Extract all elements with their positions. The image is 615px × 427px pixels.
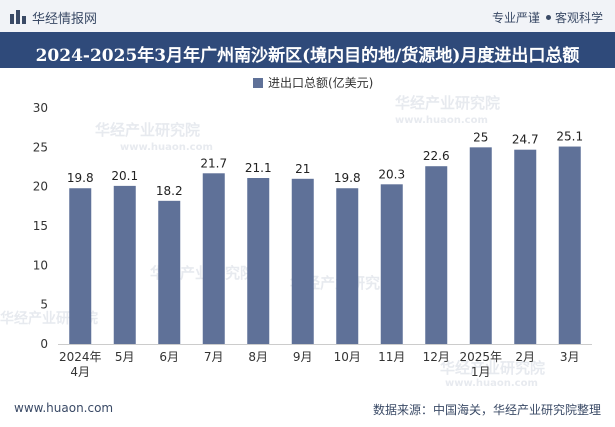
header-bar: 华经情报网 专业严谨 客观科学 xyxy=(0,0,615,32)
tagline: 专业严谨 客观科学 xyxy=(492,9,603,26)
x-tick-label: 4月 xyxy=(70,365,90,379)
bar-value-label: 21.7 xyxy=(200,156,227,170)
bar-value-label: 25 xyxy=(473,130,488,144)
bar-value-label: 25.1 xyxy=(556,130,583,144)
watermark-url: www.huaon.com xyxy=(395,115,488,126)
footer-source: 数据来源：中国海关，华经产业研究院整理 xyxy=(372,403,601,417)
x-tick-label: 12月 xyxy=(423,350,450,364)
y-tick-label: 15 xyxy=(33,219,48,233)
watermark-text: 华经产业研究院 xyxy=(395,94,500,112)
x-tick-label: 6月 xyxy=(159,350,179,364)
bar xyxy=(558,146,581,344)
bar-chart: 华经产业研究院华经产业研究院华经产业研究院华经产业研究院华经产业研究院华经产业研… xyxy=(0,75,592,389)
x-tick-label: 2024年 xyxy=(59,350,102,364)
bar-value-label: 22.6 xyxy=(423,149,450,163)
bar xyxy=(247,178,270,344)
bar xyxy=(202,173,225,344)
x-tick-label: 5月 xyxy=(115,350,135,364)
title-bar xyxy=(0,32,615,68)
separator-dot-icon xyxy=(545,15,551,20)
x-tick-label: 2025年 xyxy=(459,350,502,364)
x-tick-label: 10月 xyxy=(334,350,361,364)
bar-value-label: 20.3 xyxy=(378,167,405,181)
brand-logo-icon xyxy=(10,10,26,24)
bar xyxy=(113,185,136,344)
watermark-url: www.huaon.com xyxy=(120,142,213,153)
watermark-text: 华经产业研究院 xyxy=(440,359,545,377)
x-tick-label: 1月 xyxy=(471,365,491,379)
bar-value-label: 21 xyxy=(295,162,310,176)
watermark-text: 华经产业研究院 xyxy=(95,121,200,139)
x-tick-label: 8月 xyxy=(248,350,268,364)
y-tick-label: 5 xyxy=(40,298,48,312)
y-tick-label: 25 xyxy=(33,140,48,154)
bar-value-label: 24.7 xyxy=(512,133,539,147)
x-tick-label: 3月 xyxy=(560,350,580,364)
bar-value-label: 20.1 xyxy=(111,169,138,183)
x-tick-label: 9月 xyxy=(293,350,313,364)
bar-value-label: 18.2 xyxy=(156,184,183,198)
legend-label: 进出口总额(亿美元) xyxy=(268,75,373,90)
bar-value-label: 21.1 xyxy=(245,161,272,175)
legend-swatch xyxy=(253,78,263,88)
tagline-left: 专业严谨 xyxy=(491,11,540,25)
bar xyxy=(291,178,314,344)
bar xyxy=(336,188,359,344)
tagline-right: 客观科学 xyxy=(554,11,603,25)
bar xyxy=(425,166,448,344)
y-tick-label: 0 xyxy=(40,337,48,351)
x-tick-label: 11月 xyxy=(378,350,405,364)
footer-website: www.huaon.com xyxy=(14,401,114,415)
y-tick-label: 10 xyxy=(33,258,48,272)
watermark-url: www.huaon.com xyxy=(445,378,538,389)
chart-title: 2024-2025年3月年广州南沙新区(境内目的地/货源地)月度进出口总额 xyxy=(35,46,580,66)
bar xyxy=(380,184,403,344)
x-tick-label: 7月 xyxy=(204,350,224,364)
y-tick-label: 20 xyxy=(33,180,48,194)
bar xyxy=(69,188,92,344)
bar xyxy=(469,147,492,344)
brand-name: 华经情报网 xyxy=(32,12,98,27)
y-tick-label: 30 xyxy=(33,101,48,115)
bar-value-label: 19.8 xyxy=(334,171,361,185)
bar xyxy=(158,200,181,344)
x-tick-label: 2月 xyxy=(515,350,535,364)
bar xyxy=(514,149,537,344)
bar-value-label: 19.8 xyxy=(67,171,94,185)
